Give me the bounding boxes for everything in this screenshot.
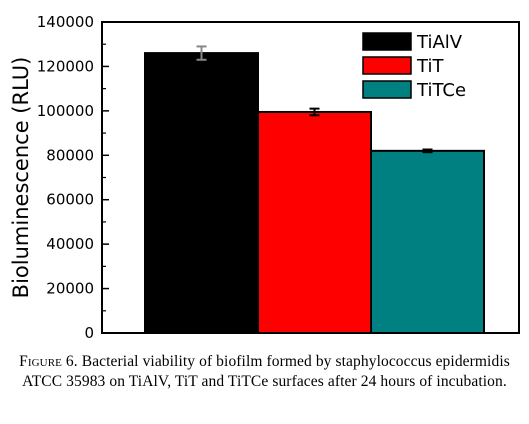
y-tick-label: 0 — [84, 324, 94, 342]
error-bar-tialv — [196, 45, 207, 61]
legend-swatch — [362, 56, 412, 75]
y-tick-label: 20000 — [46, 280, 94, 298]
legend-item-tit: TiT — [362, 56, 444, 77]
caption-figure-label: Figure 6. — [19, 353, 78, 370]
bar-chart: 0 20000 40000 60000 80000 100000 120000 140000 B… — [9, 13, 520, 342]
y-tick-label: 80000 — [46, 146, 94, 164]
legend-swatch — [362, 32, 412, 51]
y-tick-label: 60000 — [46, 191, 94, 209]
error-bar-titce — [422, 148, 433, 154]
error-bar-tit — [309, 107, 320, 117]
legend-swatch — [362, 80, 412, 99]
bar-tit — [257, 110, 372, 335]
y-axis-label: Bioluminescence (RLU) — [9, 57, 33, 299]
y-tick-label: 140000 — [37, 13, 94, 31]
y-tick-label: 100000 — [37, 102, 94, 120]
y-tick-label: 40000 — [46, 235, 94, 253]
bar-tialv — [144, 52, 259, 334]
legend-item-tialv: TiAlV — [362, 32, 463, 53]
figure-caption: Figure 6. Bacterial viability of biofilm… — [8, 352, 521, 392]
legend-label: TiAlV — [416, 32, 463, 53]
legend-item-titce: TiTCe — [362, 80, 466, 101]
caption-text: Bacterial viability of biofilm formed by… — [22, 353, 510, 390]
y-tick-label: 120000 — [37, 57, 94, 75]
legend-label: TiT — [416, 56, 444, 77]
legend-label: TiTCe — [416, 80, 466, 101]
bar-titce — [370, 149, 485, 334]
